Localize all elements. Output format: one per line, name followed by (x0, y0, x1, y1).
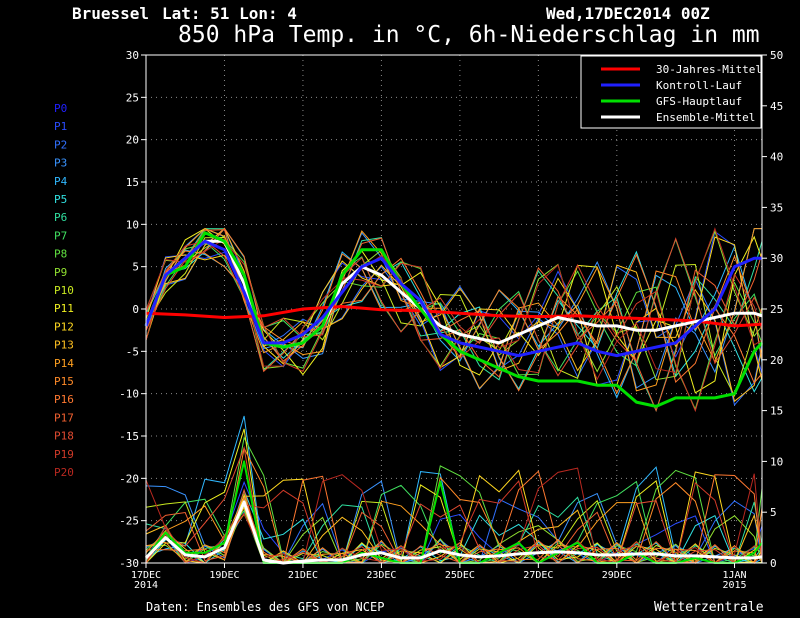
series-precip-ensemble-mittel (144, 500, 763, 565)
member-label-p14: P14 (54, 357, 74, 370)
left-tick-label: -20 (119, 472, 139, 485)
left-tick-label: -5 (126, 345, 139, 358)
member-label-p9: P9 (54, 266, 67, 279)
left-tick-label: 25 (126, 91, 139, 104)
legend-label: Kontroll-Lauf (656, 79, 742, 92)
member-label-p0: P0 (54, 102, 67, 115)
run-label: Wed,17DEC2014 00Z (546, 4, 710, 23)
x-tick-label: 2015 (722, 580, 746, 591)
member-label-p12: P12 (54, 320, 74, 333)
right-tick-label: 10 (770, 455, 783, 468)
right-tick-label: 5 (770, 506, 777, 519)
x-tick-label: 19DEC (209, 570, 239, 581)
member-label-p8: P8 (54, 248, 67, 261)
left-tick-label: 20 (126, 134, 139, 147)
x-tick-label: 21DEC (288, 570, 318, 581)
member-label-p2: P2 (54, 138, 67, 151)
right-tick-label: 35 (770, 201, 783, 214)
right-tick-label: 30 (770, 252, 783, 265)
right-tick-label: 20 (770, 354, 783, 367)
right-tick-label: 50 (770, 49, 783, 62)
series-kontroll-lauf (144, 239, 762, 358)
member-label-p3: P3 (54, 157, 67, 170)
series-ensemble-mittel (144, 239, 763, 349)
x-tick-label: 25DEC (445, 570, 475, 581)
member-label-p1: P1 (54, 120, 67, 133)
member-line-p16 (145, 227, 763, 392)
member-legend: P0 P1 P2 P3 P4 P5 P6 P7 P8 P9 P10 P11 P12 P13 P14 P15 P1… (54, 102, 74, 479)
member-label-p19: P19 (54, 448, 74, 461)
member-precip-p19 (145, 479, 763, 564)
member-label-p20: P20 (54, 466, 74, 479)
left-tick-label: -15 (119, 430, 139, 443)
member-label-p18: P18 (54, 430, 74, 443)
member-precip-p15 (145, 446, 763, 564)
left-tick-label: 0 (132, 303, 139, 316)
page-title: 850 hPa Temp. in °C, 6h-Niederschlag in … (178, 22, 760, 48)
coords-label: Lat: 51 Lon: 4 (162, 4, 297, 23)
member-label-p10: P10 (54, 284, 74, 297)
x-tick-label: 27DEC (523, 570, 553, 581)
x-tick-label: 1JAN (722, 570, 746, 581)
member-line-p19 (145, 240, 763, 413)
left-tick-label: 15 (126, 176, 139, 189)
member-precip-p18 (145, 445, 763, 564)
legend-label: 30-Jahres-Mittel (656, 63, 762, 76)
left-tick-label: -30 (119, 557, 139, 570)
right-tick-label: 25 (770, 303, 783, 316)
right-tick-label: 0 (770, 557, 777, 570)
left-tick-label: -10 (119, 388, 139, 401)
x-tick-label: 23DEC (366, 570, 396, 581)
location-label: Bruessel (72, 4, 149, 23)
x-tick-label: 2014 (134, 580, 158, 591)
member-label-p15: P15 (54, 375, 74, 388)
member-label-p4: P4 (54, 175, 68, 188)
series-30-jahres-mittel (145, 305, 763, 328)
right-tick-label: 45 (770, 100, 783, 113)
left-tick-label: 10 (126, 218, 139, 231)
member-label-p17: P17 (54, 411, 74, 424)
member-label-p13: P13 (54, 339, 74, 352)
legend-label: Ensemble-Mittel (656, 111, 755, 124)
left-tick-label: 5 (132, 261, 139, 274)
legend-label: GFS-Hauptlauf (656, 95, 742, 108)
series-gfs-hauptlauf (144, 231, 764, 408)
x-tick-label: 17DEC (131, 570, 161, 581)
x-tick-label: 29DEC (602, 570, 632, 581)
left-tick-label: 30 (126, 49, 139, 62)
legend: 30-Jahres-Mittel Kontroll-Lauf GFS-Hauptla… (580, 55, 762, 129)
member-precip-p8 (145, 436, 763, 564)
source-label: Daten: Ensembles des GFS von NCEP (146, 600, 384, 614)
left-tick-label: -25 (119, 515, 139, 528)
member-label-p11: P11 (54, 302, 74, 315)
member-label-p6: P6 (54, 211, 67, 224)
member-label-p16: P16 (54, 393, 74, 406)
brand-label: Wetterzentrale (654, 600, 764, 615)
right-tick-label: 40 (770, 151, 783, 164)
axes-group: -30 -25 -20 -15 -10 -5 0 5 10 15 20 25 30 0 5 10 15 20 25 3… (119, 49, 783, 591)
member-label-p7: P7 (54, 229, 67, 242)
right-tick-label: 15 (770, 405, 783, 418)
member-label-p5: P5 (54, 193, 67, 206)
